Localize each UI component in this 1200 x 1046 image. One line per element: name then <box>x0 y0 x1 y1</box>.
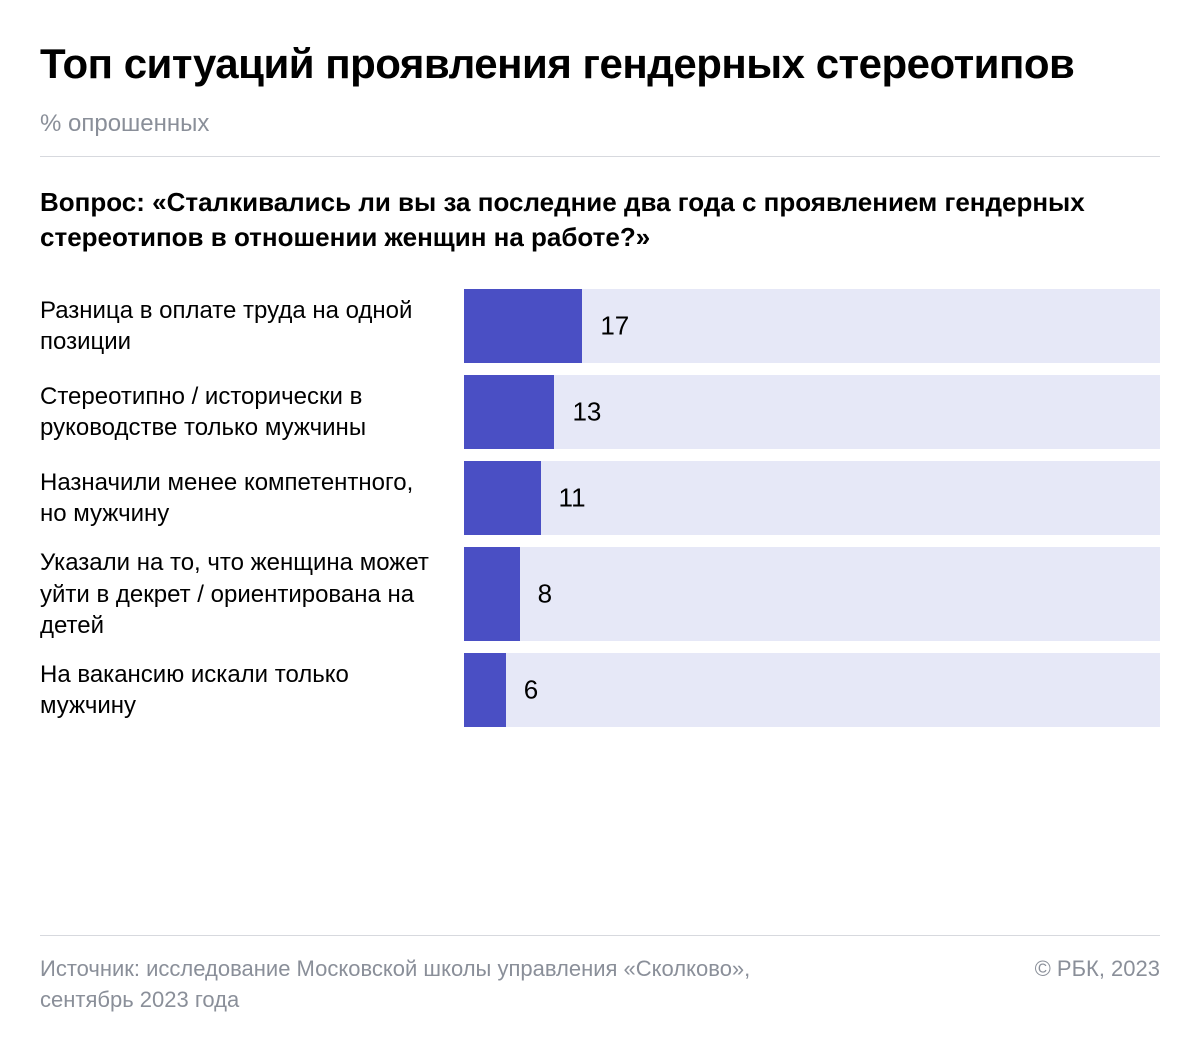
divider-bottom <box>40 935 1160 936</box>
bar-track: 17 <box>464 289 1160 363</box>
bar-value: 8 <box>538 579 552 610</box>
chart-title: Топ ситуаций проявления гендерных стерео… <box>40 40 1160 88</box>
bar-label: Назначили менее компетентного, но мужчин… <box>40 467 440 529</box>
bar-value: 17 <box>600 311 629 342</box>
divider-top <box>40 156 1160 157</box>
bar-value: 6 <box>524 675 538 706</box>
chart-subtitle: % опрошенных <box>40 110 1160 138</box>
copyright-text: © РБК, 2023 <box>1035 954 1160 985</box>
bar-row: Разница в оплате труда на одной позиции 1… <box>40 289 1160 363</box>
bar-background <box>464 653 1160 727</box>
bar-value: 13 <box>572 397 601 428</box>
bar-fill <box>464 547 520 641</box>
bar-value: 11 <box>559 483 586 514</box>
bar-track: 11 <box>464 461 1160 535</box>
bar-fill <box>464 653 506 727</box>
chart-footer: Источник: исследование Московской школы … <box>40 954 1160 1016</box>
bar-track: 13 <box>464 375 1160 449</box>
bar-background <box>464 375 1160 449</box>
bar-row: Назначили менее компетентного, но мужчин… <box>40 461 1160 535</box>
bar-label: Разница в оплате труда на одной позиции <box>40 295 440 357</box>
bar-row: Стереотипно / исторически в руководстве … <box>40 375 1160 449</box>
bar-fill <box>464 461 541 535</box>
bar-track: 6 <box>464 653 1160 727</box>
bar-label: Стереотипно / исторически в руководстве … <box>40 381 440 443</box>
bar-row: Указали на то, что женщина может уйти в … <box>40 547 1160 641</box>
bar-fill <box>464 375 554 449</box>
bar-label: Указали на то, что женщина может уйти в … <box>40 547 440 641</box>
bar-label: На вакансию искали только мужчину <box>40 659 440 721</box>
source-text: Источник: исследование Московской школы … <box>40 954 840 1016</box>
bar-track: 8 <box>464 547 1160 641</box>
survey-question: Вопрос: «Сталкивались ли вы за последние… <box>40 185 1160 255</box>
bar-chart: Разница в оплате труда на одной позиции 1… <box>40 289 1160 905</box>
bar-fill <box>464 289 582 363</box>
bar-background <box>464 547 1160 641</box>
bar-row: На вакансию искали только мужчину 6 <box>40 653 1160 727</box>
